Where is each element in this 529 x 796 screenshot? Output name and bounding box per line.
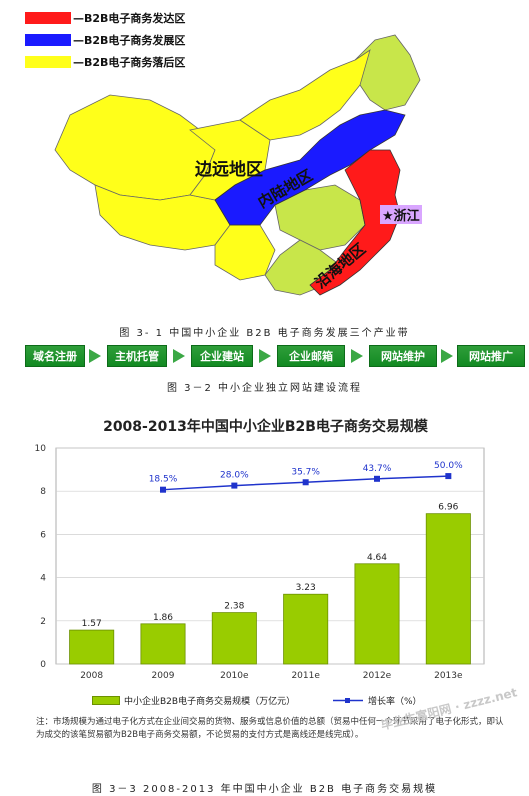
bar-value-label: 6.96	[438, 503, 458, 513]
legend-label-developing: —B2B电子商务发展区	[73, 34, 186, 47]
legend-developing: —B2B电子商务发展区	[25, 32, 185, 48]
china-map	[54, 34, 421, 296]
bar-value-label: 4.64	[367, 553, 387, 563]
growth-label: 43.7%	[363, 464, 392, 474]
chart-plot: 0 2 4 6 8 10 1.57 1.86 2.38 3.23 4.64 6.96 2008 2009 2…	[35, 444, 485, 681]
map-caption: 图 3- 1 中国中小企业 B2B 电子商务发展三个产业带	[119, 328, 410, 339]
flow-step-domain: 域名注册	[25, 345, 85, 367]
y-tick-label: 2	[40, 617, 46, 627]
chart-legend-line: 增长率（%）	[332, 694, 422, 707]
flow-step-maintenance: 网站维护	[369, 345, 437, 367]
legend-bar-label: 中小企业B2B电子商务交易规模（万亿元）	[124, 697, 296, 707]
bar	[425, 513, 471, 665]
bar	[69, 629, 115, 665]
map-figure: —B2B电子商务发达区 —B2B电子商务发展区 —B2B电子商务落后区 边远地区…	[0, 0, 529, 339]
legend-swatch-red	[25, 12, 71, 24]
growth-label: 50.0%	[434, 461, 463, 471]
flow-caption: 图 3－2 中小企业独立网站建设流程	[166, 383, 363, 394]
region-lagging-xinjiang	[54, 94, 216, 201]
region-other-northeast	[354, 34, 421, 111]
bar-value-label: 2.38	[224, 602, 244, 612]
x-tick-label: 2009	[152, 671, 175, 681]
y-tick-label: 6	[40, 530, 46, 540]
growth-label: 35.7%	[291, 467, 320, 477]
site-building-flow: 域名注册 主机托管 企业建站 企业邮箱 网站维护 网站推广	[25, 345, 525, 370]
flow-arrow-icon	[441, 349, 453, 363]
legend-line-label: 增长率（%）	[368, 697, 422, 707]
x-tick-label: 2013e	[434, 671, 463, 681]
region-other-central	[274, 184, 366, 251]
x-tick-label: 2012e	[363, 671, 392, 681]
bar-value-label: 1.57	[82, 619, 102, 629]
chart-figure: 2008-2013年中国中小企业B2B电子商务交易规模 0 2 4 6 8 10 1.57 1…	[14, 408, 517, 763]
legend-swatch-blue	[25, 34, 71, 46]
flow-step-email: 企业邮箱	[277, 345, 345, 367]
flow-step-site-build: 企业建站	[191, 345, 253, 367]
legend-developed: —B2B电子商务发达区	[25, 10, 185, 26]
y-tick-label: 8	[40, 487, 46, 497]
y-tick-label: 0	[40, 660, 46, 670]
y-tick-label: 4	[40, 574, 46, 584]
chart-legend-bars: 中小企业B2B电子商务交易规模（万亿元）	[92, 694, 295, 707]
bar-value-label: 3.23	[296, 583, 316, 593]
bar	[283, 593, 329, 665]
label-remote-region: 边远地区	[195, 160, 263, 180]
chart-note: 注：市场规模为通过电子化方式在企业间交易的货物、服务或信息价值的总额（贸易中任何…	[36, 717, 504, 740]
x-tick-label: 2008	[80, 671, 103, 681]
flow-step-promotion: 网站推广	[457, 345, 525, 367]
growth-label: 28.0%	[220, 471, 249, 481]
plot-frame	[55, 447, 485, 665]
growth-label: 18.5%	[149, 475, 178, 485]
bar-value-label: 1.86	[153, 613, 173, 623]
label-zhejiang: ★浙江	[380, 205, 422, 224]
chart-caption: 图 3－3 2008-2013 年中国中小企业 B2B 电子商务交易规模	[91, 784, 438, 795]
bar	[354, 563, 400, 665]
legend-line-swatch	[333, 698, 363, 703]
bar	[211, 612, 257, 665]
growth-point	[160, 486, 166, 493]
region-developing-band	[214, 109, 406, 226]
flow-arrow-icon	[173, 349, 185, 363]
y-tick-label: 10	[35, 444, 47, 454]
flow-step-hosting: 主机托管	[107, 345, 167, 367]
growth-point	[302, 479, 309, 486]
flow-arrow-icon	[89, 349, 101, 363]
flow-arrow-icon	[351, 349, 363, 363]
bar	[140, 623, 186, 665]
legend-swatch-yellow	[25, 56, 71, 68]
growth-point	[445, 473, 452, 480]
legend-label-lagging: —B2B电子商务落后区	[73, 56, 186, 69]
flow-arrow-icon	[259, 349, 271, 363]
region-developed-coast	[309, 149, 401, 296]
legend-label-developed: —B2B电子商务发达区	[73, 12, 186, 25]
region-lagging-southwest	[214, 224, 276, 281]
legend-lagging: —B2B电子商务落后区	[25, 54, 185, 70]
x-tick-label: 2011e	[291, 671, 320, 681]
growth-point	[231, 482, 238, 489]
growth-point	[374, 475, 380, 482]
legend-bar-swatch	[92, 696, 120, 705]
chart-title: 2008-2013年中国中小企业B2B电子商务交易规模	[103, 419, 428, 435]
x-tick-label: 2010e	[220, 671, 249, 681]
